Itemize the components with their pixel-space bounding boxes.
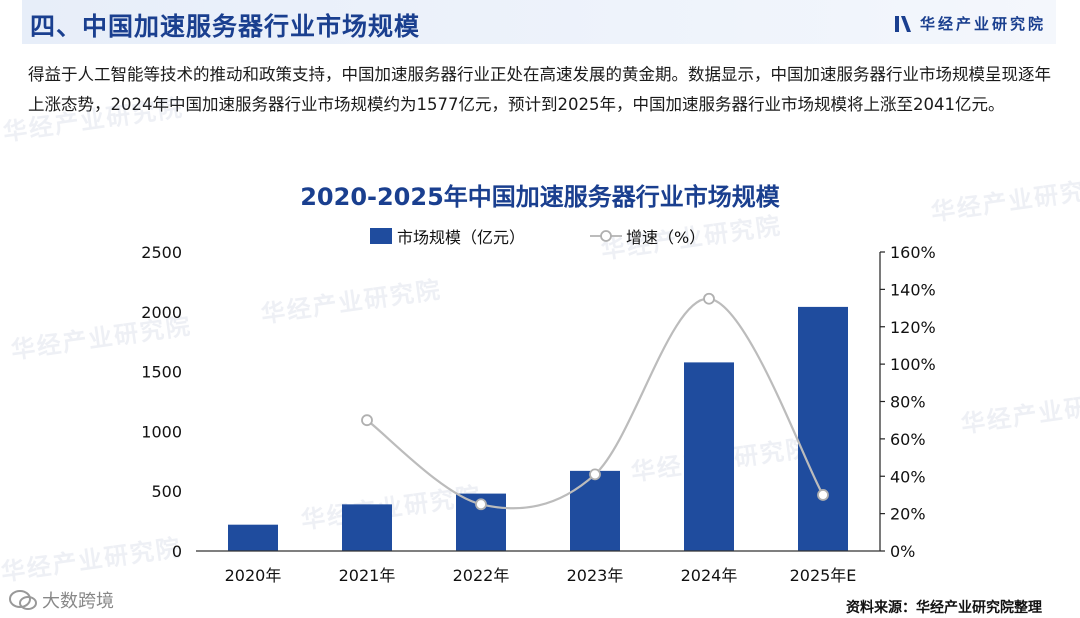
y-right-tick-label: 40% (890, 467, 926, 486)
bar-2021年 (342, 504, 392, 551)
x-tick-label: 2020年 (225, 566, 282, 585)
growth-point (475, 498, 487, 511)
legend-bar-swatch (370, 228, 392, 244)
x-tick-label: 2022年 (453, 566, 510, 585)
x-tick-label: 2025年E (790, 566, 857, 585)
y-right-tick-label: 20% (890, 505, 926, 524)
legend-bar-label: 市场规模（亿元） (397, 228, 525, 247)
y-right-tick-label: 120% (890, 318, 936, 337)
bar-2020年 (228, 524, 278, 551)
source-note: 资料来源：华经产业研究院整理 (846, 600, 1042, 616)
brand-logo-icon (894, 15, 911, 32)
chart-title: 2020-2025年中国加速服务器行业市场规模 (300, 183, 781, 211)
intro-paragraph: 得益于人工智能等技术的推动和政策支持，中国加速服务器行业正处在高速发展的黄金期。… (28, 65, 1051, 114)
y-right-tick-label: 140% (890, 280, 936, 299)
corner-logo: 大数跨境 (8, 587, 114, 613)
section-header: 四、中国加速服务器行业市场规模 华经产业研究院 (22, 0, 1056, 44)
chart-legend: 市场规模（亿元） 增速（%） (370, 228, 705, 247)
y-left-tick-label: 0 (172, 542, 182, 561)
bar-2024年 (684, 362, 734, 551)
y-left-tick-label: 500 (151, 482, 182, 501)
y-left-tick-label: 2500 (141, 243, 182, 262)
growth-point (589, 468, 601, 481)
legend-line-label: 增速（%） (626, 228, 705, 247)
growth-point (703, 292, 715, 305)
y-right-tick-label: 0% (890, 542, 915, 561)
y-left-tick-label: 1500 (141, 363, 182, 382)
growth-point (361, 414, 373, 427)
corner-logo-text: 大数跨境 (42, 591, 114, 612)
wechat-bubble-icon (9, 590, 37, 610)
legend-line-marker (600, 230, 612, 242)
section-title: 四、中国加速服务器行业市场规模 (30, 12, 421, 41)
line-series (361, 292, 829, 511)
x-tick-label: 2023年 (567, 566, 624, 585)
y-right-tick-label: 60% (890, 430, 926, 449)
y-axis-left: 0 500 1000 1500 2000 2500 (141, 243, 182, 561)
x-axis: 2020年 2021年 2022年 2023年 2024年 2025年E (196, 550, 880, 585)
x-tick-label: 2024年 (681, 566, 738, 585)
growth-point (817, 489, 829, 501)
bar-series (228, 306, 848, 551)
brand: 华经产业研究院 (894, 13, 1046, 34)
y-right-tick-label: 160% (890, 243, 936, 262)
growth-line (366, 297, 824, 510)
bar-2023年 (570, 470, 620, 551)
y-left-tick-label: 1000 (141, 422, 182, 441)
y-right-tick-label: 80% (890, 393, 926, 412)
brand-name: 华经产业研究院 (919, 15, 1046, 33)
bar-2025年E (798, 306, 848, 551)
x-tick-label: 2021年 (339, 566, 396, 585)
y-axis-right: 0% 20% 40% 60% 80% 100% 120% 140% 160% (879, 243, 936, 561)
y-left-tick-label: 2000 (141, 303, 182, 322)
y-right-tick-label: 100% (890, 355, 936, 374)
